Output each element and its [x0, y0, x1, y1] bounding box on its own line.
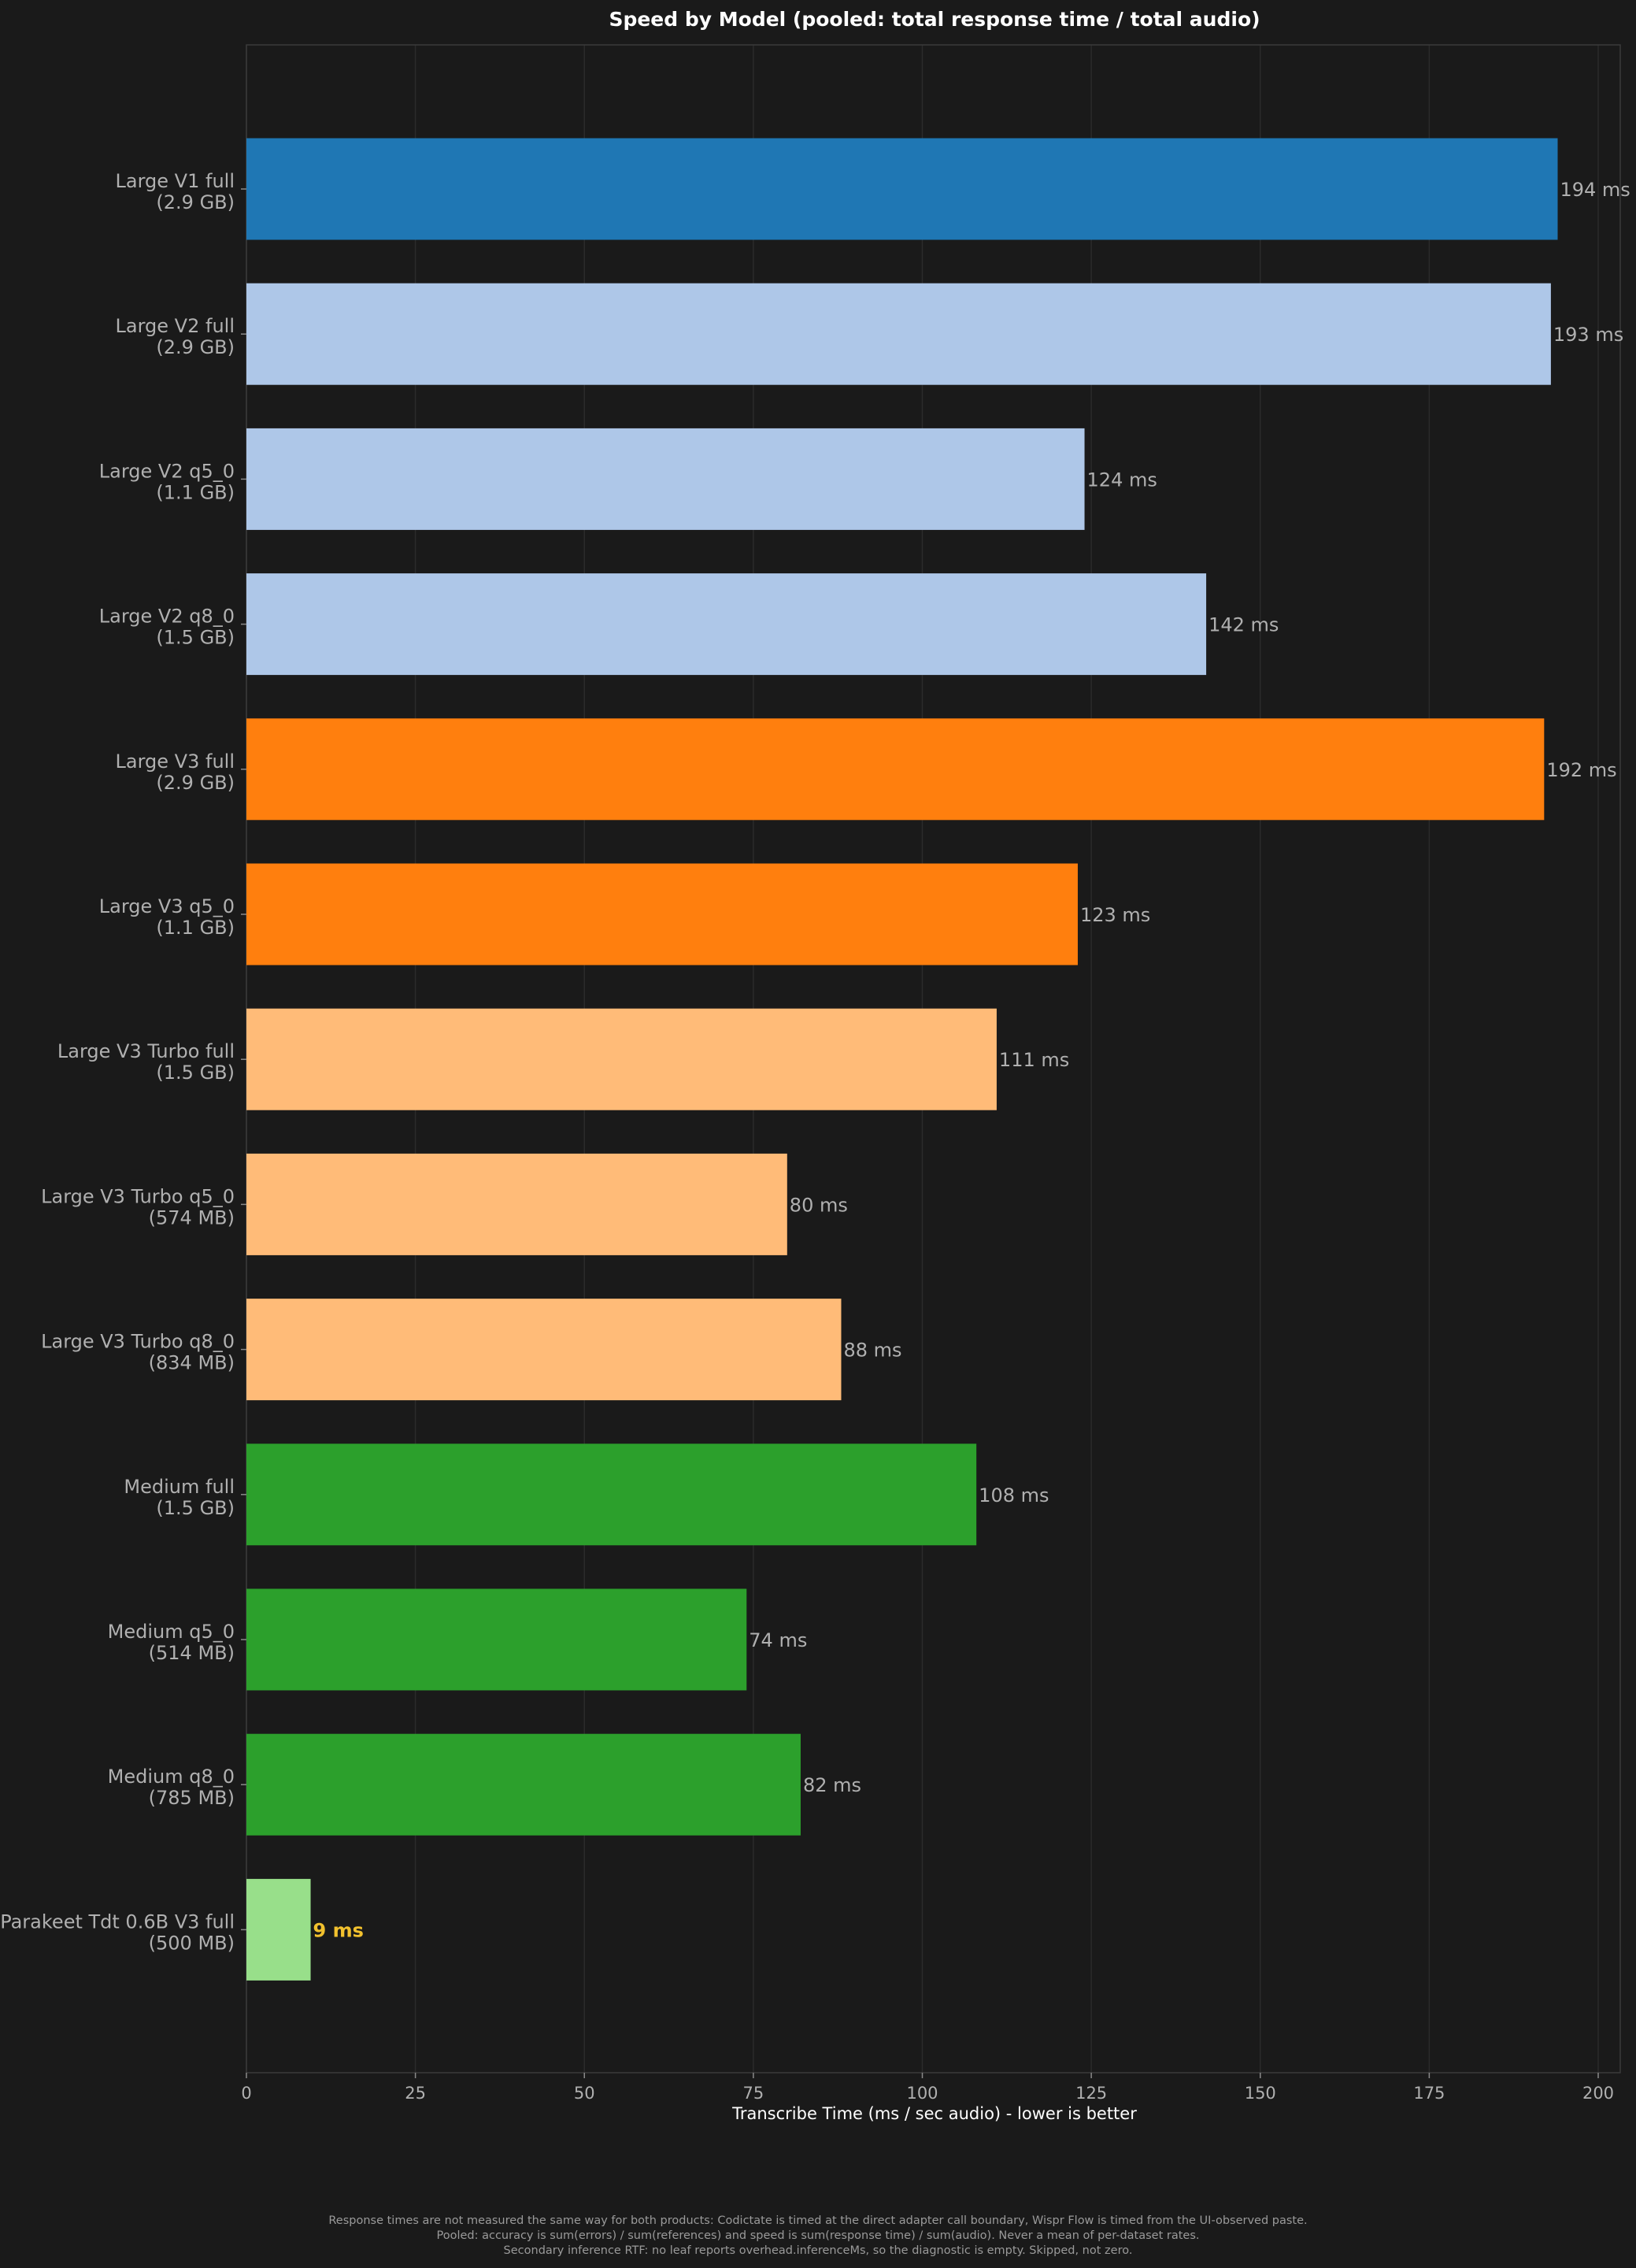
value-label-9: 108 ms	[979, 1484, 1049, 1506]
bar-9	[246, 1443, 977, 1546]
category-size-label-7: (574 MB)	[149, 1206, 235, 1228]
value-label-12: 9 ms	[313, 1919, 364, 1941]
category-label-6: Large V3 Turbo full	[57, 1040, 235, 1062]
footnote-1: Response times are not measured the same…	[328, 2214, 1307, 2227]
bar-1	[246, 283, 1551, 385]
bar-6	[246, 1008, 997, 1110]
category-size-label-11: (785 MB)	[149, 1787, 235, 1809]
value-label-11: 82 ms	[803, 1774, 861, 1796]
bar-12	[246, 1878, 311, 1981]
bars	[246, 138, 1558, 1981]
category-size-label-6: (1.5 GB)	[156, 1062, 235, 1084]
category-size-label-10: (514 MB)	[149, 1642, 235, 1664]
bar-3	[246, 573, 1207, 676]
value-label-2: 124 ms	[1087, 469, 1157, 491]
category-size-label-3: (1.5 GB)	[156, 627, 235, 649]
value-label-0: 194 ms	[1560, 179, 1630, 201]
value-label-7: 80 ms	[790, 1194, 848, 1216]
bar-0	[246, 138, 1558, 240]
category-label-11: Medium q8_0	[108, 1766, 235, 1788]
category-label-7: Large V3 Turbo q5_0	[41, 1185, 235, 1207]
x-axis-label: Transcribe Time (ms / sec audio) - lower…	[731, 2104, 1137, 2123]
footnote-3: Secondary inference RTF: no leaf reports…	[504, 2244, 1133, 2257]
category-label-4: Large V3 full	[116, 750, 235, 773]
x-tick-label-150: 150	[1245, 2084, 1276, 2103]
category-label-12: Parakeet Tdt 0.6B V3 full	[0, 1910, 235, 1933]
x-tick-label-0: 0	[241, 2084, 251, 2103]
x-tick-label-125: 125	[1075, 2084, 1107, 2103]
value-label-5: 123 ms	[1080, 904, 1150, 926]
category-label-9: Medium full	[124, 1476, 235, 1498]
category-label-2: Large V2 q5_0	[99, 460, 235, 482]
category-size-label-0: (2.9 GB)	[156, 191, 235, 213]
x-tick-label-100: 100	[906, 2084, 938, 2103]
category-size-label-9: (1.5 GB)	[156, 1497, 235, 1519]
bar-8	[246, 1299, 842, 1401]
footnotes: Response times are not measured the same…	[328, 2214, 1307, 2257]
x-axis-ticks: 0 25 50 75 100 125 150 175 200	[241, 2073, 1614, 2103]
category-size-label-12: (500 MB)	[149, 1932, 235, 1954]
category-labels: Large V1 full(2.9 GB)Large V2 full(2.9 G…	[0, 170, 246, 1954]
value-label-3: 142 ms	[1208, 614, 1279, 636]
category-label-3: Large V2 q8_0	[99, 606, 235, 628]
value-label-1: 193 ms	[1553, 324, 1623, 346]
category-size-label-4: (2.9 GB)	[156, 772, 235, 794]
x-tick-label-75: 75	[743, 2084, 764, 2103]
footnote-2: Pooled: accuracy is sum(errors) / sum(re…	[436, 2229, 1199, 2242]
value-label-4: 192 ms	[1546, 759, 1616, 781]
bar-11	[246, 1733, 801, 1836]
category-label-1: Large V2 full	[116, 315, 235, 337]
category-size-label-5: (1.1 GB)	[156, 917, 235, 939]
x-tick-label-50: 50	[574, 2084, 595, 2103]
bar-7	[246, 1153, 787, 1255]
category-label-10: Medium q5_0	[108, 1621, 235, 1643]
value-label-10: 74 ms	[749, 1629, 807, 1651]
category-label-8: Large V3 Turbo q8_0	[41, 1331, 235, 1353]
category-label-5: Large V3 q5_0	[99, 895, 235, 917]
category-label-0: Large V1 full	[116, 170, 235, 192]
value-label-6: 111 ms	[999, 1049, 1069, 1071]
bar-2	[246, 428, 1085, 530]
category-size-label-1: (2.9 GB)	[156, 336, 235, 358]
x-tick-label-25: 25	[405, 2084, 426, 2103]
chart-title: Speed by Model (pooled: total response t…	[609, 8, 1260, 31]
bar-10	[246, 1588, 747, 1691]
bar-5	[246, 863, 1078, 965]
value-label-8: 88 ms	[843, 1340, 901, 1362]
category-size-label-2: (1.1 GB)	[156, 481, 235, 503]
bar-4	[246, 718, 1545, 821]
x-tick-label-200: 200	[1582, 2084, 1614, 2103]
x-tick-label-175: 175	[1413, 2084, 1445, 2103]
value-labels: 194 ms 193 ms 124 ms 142 ms 192 ms 123 ms 111 …	[313, 179, 1630, 1941]
category-size-label-8: (834 MB)	[149, 1352, 235, 1374]
